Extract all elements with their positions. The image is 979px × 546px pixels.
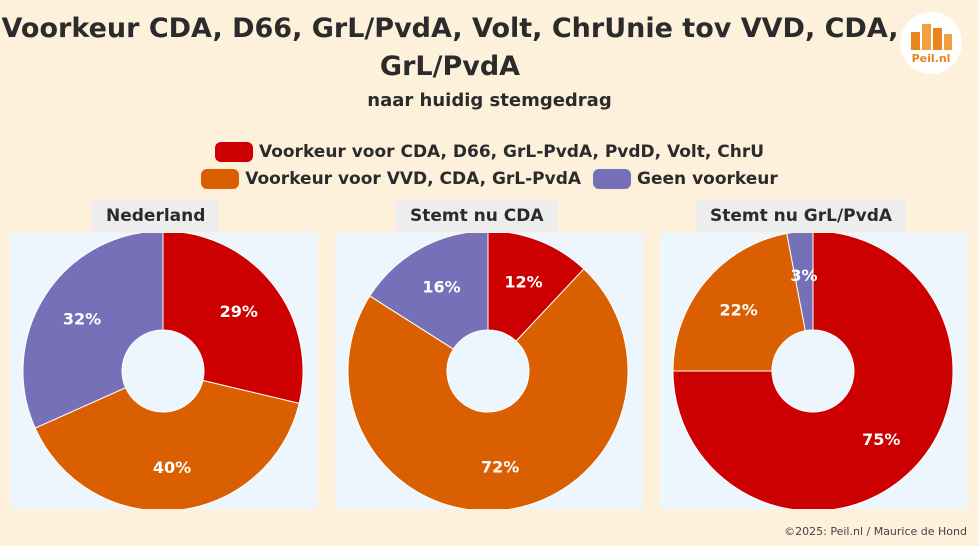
slice-value-label: 29% <box>220 302 258 321</box>
legend-label: Voorkeur voor VVD, CDA, GrL-PvdA <box>245 168 582 189</box>
donut-chart: 29% 40% 32% <box>22 233 304 509</box>
donut-chart: 75% 22% 3% <box>672 233 954 509</box>
legend-item-right-bloc: Voorkeur voor VVD, CDA, GrL-PvdA <box>201 168 582 189</box>
donut-slice <box>162 233 304 404</box>
slice-value-label: 40% <box>153 458 191 477</box>
bar-chart-icon <box>911 24 952 50</box>
legend-swatch <box>214 141 253 162</box>
donut-chart: 12% 72% 16% <box>347 233 629 509</box>
donut-slice <box>369 233 489 350</box>
slice-value-label: 12% <box>504 272 542 291</box>
slice-value-label: 3% <box>790 266 817 285</box>
panel-title-nederland: Nederland <box>92 200 220 232</box>
legend-swatch <box>201 168 240 189</box>
donut-slice <box>786 233 814 332</box>
donut-slice <box>672 233 954 509</box>
slice-value-label: 72% <box>481 458 519 477</box>
donut-slice <box>672 233 806 372</box>
title-line-1: Voorkeur CDA, D66, GrL/PvdA, Volt, ChrUn… <box>1 13 899 44</box>
legend-row-2: Voorkeur voor VVD, CDA, GrL-PvdA Geen vo… <box>0 165 979 192</box>
donut-panel-grl-pvda: 75% 22% 3% <box>660 233 968 509</box>
copyright-credit: ©2025: Peil.nl / Maurice de Hond <box>784 525 967 538</box>
chart-title: Voorkeur CDA, D66, GrL/PvdA, Volt, ChrUn… <box>0 10 900 86</box>
donut-panel-cda: 12% 72% 16% <box>335 233 643 509</box>
panel-title-cda: Stemt nu CDA <box>396 200 558 232</box>
title-line-2: GrL/PvdA <box>379 51 521 82</box>
panel-title-grl-pvda: Stemt nu GrL/PvdA <box>696 200 907 232</box>
chart-subtitle: naar huidig stemgedrag <box>367 90 612 111</box>
donut-slice <box>22 233 164 429</box>
donut-slice <box>487 233 585 342</box>
legend-swatch <box>593 168 632 189</box>
legend-label: Geen voorkeur <box>637 168 778 189</box>
donut-slice <box>347 268 629 509</box>
donut-slice <box>34 379 300 509</box>
peil-logo: Peil.nl <box>900 12 962 74</box>
logo-text: Peil.nl <box>911 52 951 65</box>
legend-row-1: Voorkeur voor CDA, D66, GrL-PvdA, PvdD, … <box>0 138 979 165</box>
slice-value-label: 32% <box>63 309 101 328</box>
slice-value-label: 22% <box>719 300 757 319</box>
slice-value-label: 16% <box>422 277 460 296</box>
legend-item-left-bloc: Voorkeur voor CDA, D66, GrL-PvdA, PvdD, … <box>214 141 765 162</box>
slice-value-label: 75% <box>862 430 900 449</box>
legend: Voorkeur voor CDA, D66, GrL-PvdA, PvdD, … <box>0 138 979 192</box>
donut-panel-nederland: 29% 40% 32% <box>10 233 318 509</box>
legend-label: Voorkeur voor CDA, D66, GrL-PvdA, PvdD, … <box>258 141 765 162</box>
legend-item-no-preference: Geen voorkeur <box>593 168 778 189</box>
